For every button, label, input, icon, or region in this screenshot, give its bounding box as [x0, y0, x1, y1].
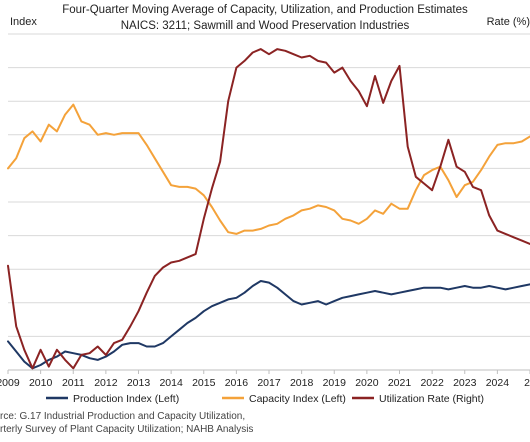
x-tick-label: 2016 [225, 377, 249, 389]
x-tick-label: 2020 [355, 377, 379, 389]
x-tick-label: 2023 [453, 377, 477, 389]
grid [8, 33, 530, 371]
utilization-rate-line [7, 48, 530, 370]
x-tick-label: 2024 [486, 377, 510, 389]
x-tick-label: 2013 [127, 377, 151, 389]
x-tick-label: 2017 [257, 377, 281, 389]
right-axis-label: Rate (%) [486, 16, 530, 28]
x-tick-label: 2015 [192, 377, 216, 389]
capacity-index-line [7, 103, 530, 235]
legend-label: Utilization Rate (Right) [379, 393, 484, 405]
x-tick-label: 2011 [62, 377, 85, 389]
x-tick-label: 2019 [323, 377, 347, 389]
chart-subtitle: NAICS: 3211; Sawmill and Wood Preservati… [120, 20, 410, 32]
x-tick-label: 2009 [0, 377, 20, 389]
series-lines [7, 48, 530, 370]
x-tick-label: 20 [524, 377, 530, 389]
source-note: rce: G.17 Industrial Production and Capa… [0, 410, 253, 436]
left-axis-label: Index [10, 16, 37, 28]
legend-label: Capacity Index (Left) [249, 393, 346, 405]
x-tick-label: 2012 [94, 377, 118, 389]
chart-title: Four-Quarter Moving Average of Capacity,… [62, 4, 468, 16]
legend: Production Index (Left) Capacity Index (L… [46, 393, 484, 405]
production-index-line [7, 280, 530, 370]
x-tick-label: 2022 [420, 377, 444, 389]
legend-label: Production Index (Left) [73, 393, 179, 405]
source-line-1: rce: G.17 Industrial Production and Capa… [0, 411, 246, 422]
x-tick-label: 2010 [29, 377, 53, 389]
legend-item-production-index: Production Index (Left) [46, 393, 179, 405]
chart-title-block: Four-Quarter Moving Average of Capacity,… [0, 2, 530, 34]
x-axis: 2009 2010 2011 2012 2013 2014 2015 2016 2017 2018… [0, 369, 530, 389]
x-tick-label: 2014 [159, 377, 183, 389]
source-line-2: rterly Survey of Plant Capacity Utilizat… [0, 424, 254, 435]
legend-item-utilization-rate: Utilization Rate (Right) [352, 393, 484, 405]
x-tick-label: 2021 [388, 377, 412, 389]
x-tick-label: 2018 [290, 377, 314, 389]
legend-item-capacity-index: Capacity Index (Left) [222, 393, 346, 405]
